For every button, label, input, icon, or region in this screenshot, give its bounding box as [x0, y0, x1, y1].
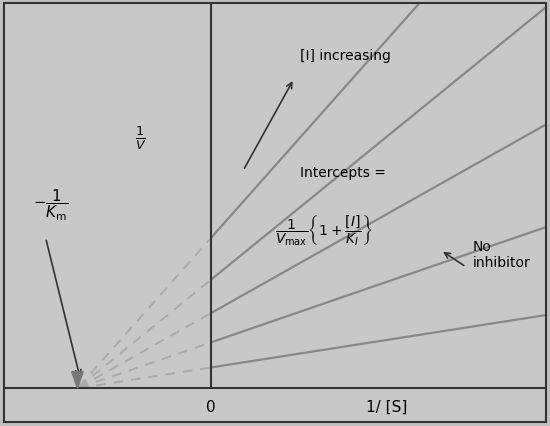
Polygon shape: [72, 372, 83, 389]
Text: Intercepts =: Intercepts =: [300, 166, 386, 180]
Text: $\frac{1}{V}$: $\frac{1}{V}$: [135, 124, 147, 152]
Text: No
inhibitor: No inhibitor: [472, 240, 530, 270]
Text: [I] increasing: [I] increasing: [300, 49, 391, 63]
Text: $-\dfrac{1}{K_\mathrm{m}}$: $-\dfrac{1}{K_\mathrm{m}}$: [33, 187, 68, 222]
Text: 1/ [S]: 1/ [S]: [366, 399, 407, 414]
Text: 0: 0: [206, 399, 216, 414]
Text: $\dfrac{1}{V_{\mathrm{max}}}\left\{1+\dfrac{[I]}{K_I}\right\}$: $\dfrac{1}{V_{\mathrm{max}}}\left\{1+\df…: [275, 213, 373, 248]
